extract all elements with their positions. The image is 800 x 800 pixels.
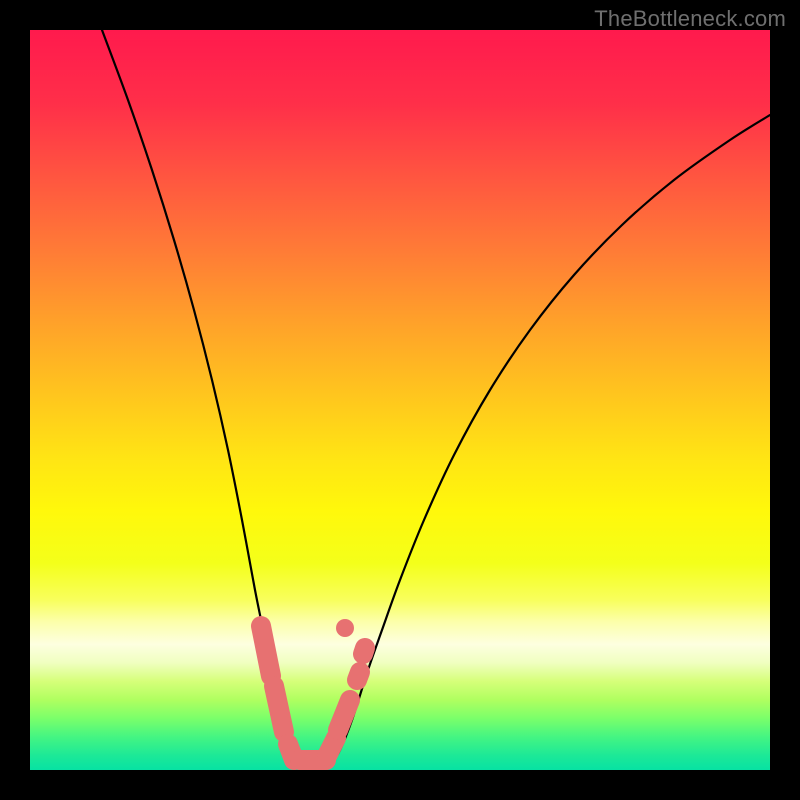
marker-segment — [363, 648, 365, 654]
plot-area — [30, 30, 770, 770]
marker-segment — [338, 700, 350, 730]
trough-markers — [261, 619, 365, 760]
marker-segment — [274, 686, 284, 732]
curve-right-branch — [325, 115, 770, 768]
watermark-text: TheBottleneck.com — [594, 6, 786, 32]
marker-segment — [261, 626, 271, 676]
marker-segment — [327, 738, 336, 756]
marker-segment — [357, 672, 360, 680]
curve-layer — [30, 30, 770, 770]
marker-dot — [336, 619, 354, 637]
